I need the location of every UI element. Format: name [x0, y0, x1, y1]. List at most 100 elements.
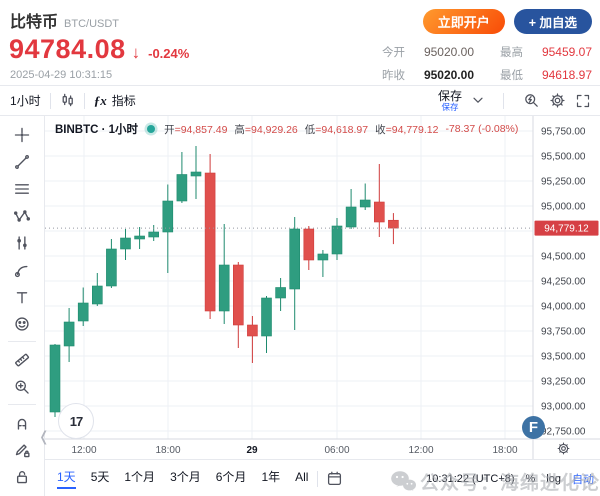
candle-body [91, 285, 103, 305]
sidebar-collapse-handle[interactable]: ❬ [38, 428, 50, 444]
divider [83, 92, 85, 109]
candle-body [218, 264, 230, 312]
text-icon[interactable] [7, 283, 37, 310]
legend-ohlc-item: -78.37 (-0.08%) [445, 123, 519, 135]
bars-pattern-icon[interactable] [7, 229, 37, 256]
svg-text:93,750.00: 93,750.00 [541, 327, 586, 338]
candle-body [275, 287, 286, 299]
brush-icon[interactable] [7, 256, 37, 283]
lock-icon[interactable] [7, 463, 37, 490]
divider [8, 404, 36, 405]
range-button-3个月[interactable]: 3个月 [170, 470, 201, 484]
percent-scale-toggle[interactable]: % [525, 472, 536, 485]
quote-stats: 今开 95020.00 最高 95459.07 昨收 95020.00 最低 94618.97 [382, 44, 592, 83]
add-watchlist-button[interactable]: + 加自选 [513, 9, 592, 34]
status-clock[interactable]: 10:31:22 (UTC+8) [426, 472, 515, 485]
legend-status-dot [147, 125, 156, 133]
symbol-pair: BTC/USDT [64, 18, 120, 30]
candle-body [204, 172, 216, 312]
trendline-icon[interactable] [7, 148, 37, 175]
gear-icon[interactable] [550, 93, 565, 108]
range-button-6个月[interactable]: 6个月 [215, 470, 247, 484]
svg-text:93,000.00: 93,000.00 [541, 402, 586, 413]
candle-style-icon[interactable] [60, 93, 75, 108]
f-watermark-logo: F [522, 416, 545, 439]
svg-text:18:00: 18:00 [492, 445, 517, 456]
snapshot-icon[interactable] [524, 93, 539, 108]
fib-retracement-icon[interactable] [7, 175, 37, 202]
price-axis[interactable]: 95,750.00 95,500.00 95,250.00 95,000.00 94,5… [541, 127, 586, 438]
candle-body [247, 324, 258, 337]
xabcd-pattern-icon[interactable] [7, 202, 37, 229]
range-selector: 1天 5天 1个月 3个月 6个月 1年 All [57, 468, 308, 489]
divider [49, 92, 51, 109]
svg-text:94,779.12: 94,779.12 [544, 224, 589, 235]
candle-body [261, 297, 272, 337]
time-axis[interactable]: 12:00 18:00 29 06:00 12:00 18:00 [71, 445, 517, 456]
legend-ohlc-item: 高=94,929.26 [234, 123, 298, 136]
candle-body [345, 206, 357, 228]
log-scale-toggle[interactable]: log [546, 472, 561, 485]
svg-text:94,250.00: 94,250.00 [541, 277, 586, 288]
emoji-icon[interactable] [7, 310, 37, 337]
svg-text:94,000.00: 94,000.00 [541, 302, 586, 313]
stat-最高: 最高 95459.07 [500, 45, 592, 59]
svg-text:12:00: 12:00 [71, 445, 96, 456]
chart-area: BINBTC · 1小时 开=94,857.49 高=94,929.26 低=94,… [38, 116, 600, 459]
zoom-in-icon[interactable] [7, 373, 37, 400]
legend-ohlc-item: 低=94,618.97 [304, 123, 369, 136]
quote-header: 比特币 BTC/USDT 94784.08 ↓ -0.24% 2025-04-2… [0, 0, 600, 85]
range-button-1天[interactable]: 1天 [57, 468, 76, 489]
candle-body [317, 253, 329, 261]
symbol-name: 比特币 [10, 14, 59, 31]
time-axis-gear-icon[interactable] [557, 442, 570, 455]
divider [317, 470, 319, 487]
magnet-icon[interactable] [7, 409, 37, 436]
tradingview-logo: 17 [58, 403, 94, 439]
range-button-5天[interactable]: 5天 [90, 470, 110, 484]
ruler-icon[interactable] [7, 346, 37, 373]
price-change-percent: -0.24% [148, 46, 190, 61]
pencil-lock-icon[interactable] [7, 436, 37, 463]
divider [503, 92, 504, 109]
last-price-badge: 94,779.12 [534, 220, 599, 236]
chart-toolbar: 1小时 ƒx 指标 保存 保存 [0, 85, 600, 116]
range-button-1年[interactable]: 1年 [261, 470, 281, 484]
range-button-All[interactable]: All [295, 469, 309, 484]
svg-text:94,500.00: 94,500.00 [541, 252, 586, 263]
price-down-arrow-icon: ↓ [131, 43, 141, 62]
fullscreen-icon[interactable] [576, 94, 590, 108]
auto-scale-toggle[interactable]: 自动 [572, 473, 594, 486]
range-button-1个月[interactable]: 1个月 [124, 470, 156, 484]
candle-body [176, 174, 188, 202]
svg-text:95,000.00: 95,000.00 [541, 202, 586, 213]
candlestick-chart[interactable]: 95,750.00 95,500.00 95,250.00 95,000.00 94,5… [45, 116, 600, 459]
candle-body [373, 201, 385, 223]
interval-button[interactable]: 1小时 [10, 94, 41, 108]
candle-body [289, 228, 300, 290]
svg-text:92,750.00: 92,750.00 [541, 427, 586, 438]
legend-symbol: BINBTC · 1小时 [55, 124, 139, 136]
candle-body [233, 264, 244, 326]
candle-body [49, 344, 61, 413]
open-account-button[interactable]: 立即开户 [422, 9, 505, 34]
stat-最低: 最低 94618.97 [500, 68, 592, 82]
candle-body [303, 228, 315, 261]
candle-body [106, 248, 117, 287]
fx-icon: ƒx [93, 92, 107, 108]
chevron-down-icon[interactable] [473, 97, 483, 104]
chart-legend: BINBTC · 1小时 开=94,857.49 高=94,929.26 低=94,… [55, 121, 518, 137]
bottom-toolbar: 1天 5天 1个月 3个月 6个月 1年 All 10:31:22 (UTC+8) % lo… [45, 459, 600, 496]
save-button[interactable]: 保存 保存 [437, 88, 462, 112]
crosshair-icon[interactable] [7, 121, 37, 148]
svg-text:95,250.00: 95,250.00 [541, 177, 586, 188]
drawing-toolbar [0, 116, 45, 496]
stat-昨收: 昨收 95020.00 [382, 68, 474, 82]
svg-text:29: 29 [246, 445, 258, 456]
indicators-button[interactable]: ƒx 指标 [94, 92, 136, 109]
candle-body [162, 200, 174, 233]
go-to-date-icon[interactable] [327, 471, 342, 486]
last-price: 94784.08 [9, 34, 126, 64]
candle-body [359, 199, 371, 208]
